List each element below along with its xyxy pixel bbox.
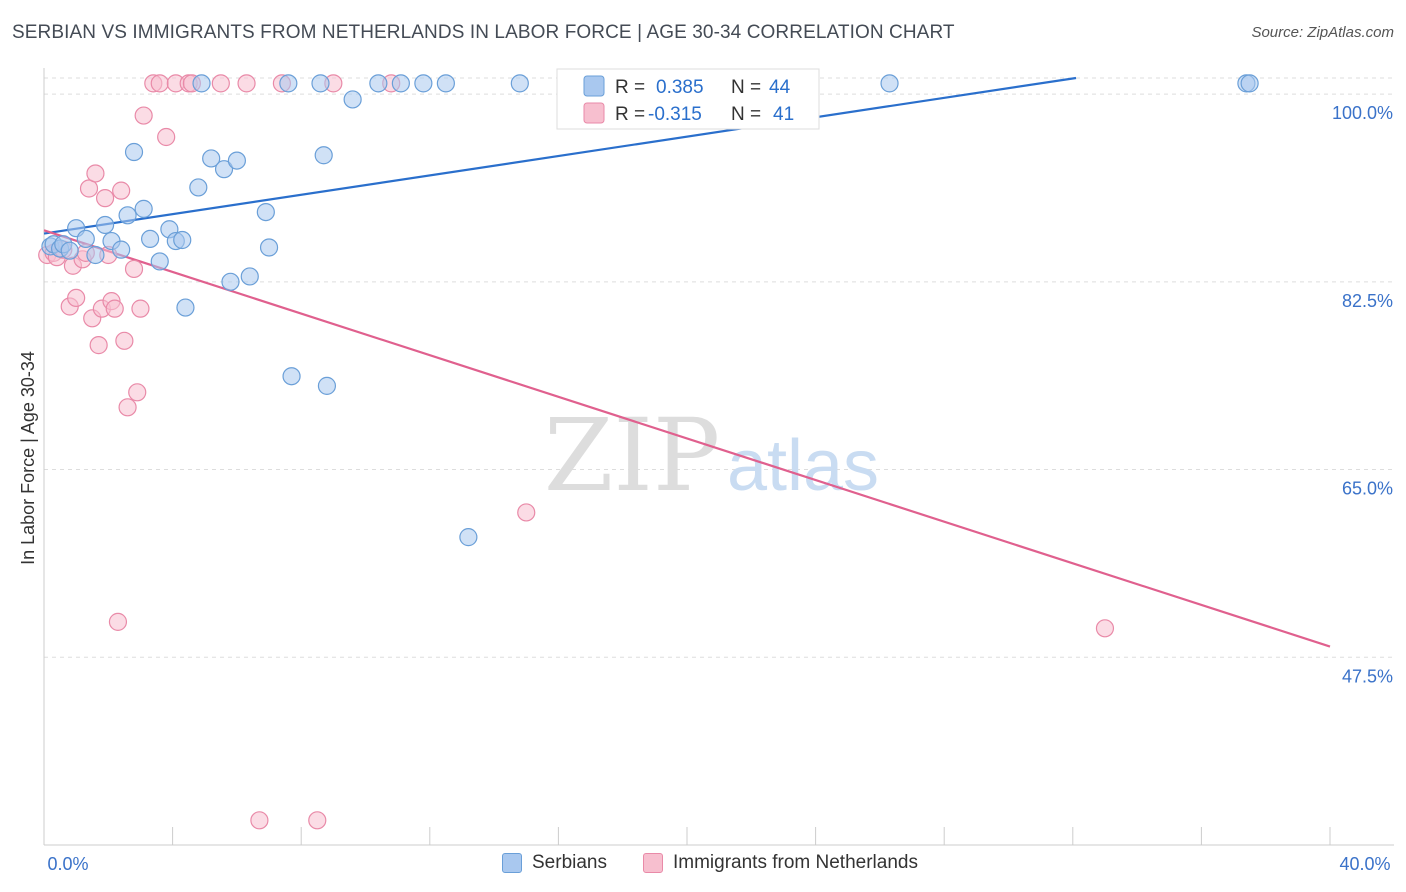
y-tick-label: 100.0%	[1332, 103, 1393, 123]
stats-n-value-serbians: 44	[769, 77, 791, 98]
axis-layer	[43, 68, 1394, 846]
y-tick-label: 82.5%	[1342, 291, 1393, 311]
grid-layer	[44, 77, 1394, 658]
data-point-netherlands[interactable]	[79, 179, 99, 198]
data-point-netherlands[interactable]	[115, 331, 134, 350]
data-point-netherlands[interactable]	[67, 288, 86, 308]
data-point-serbians[interactable]	[76, 229, 95, 249]
data-point-netherlands[interactable]	[250, 811, 269, 830]
data-point-serbians[interactable]	[112, 240, 131, 259]
data-point-serbians[interactable]	[134, 199, 153, 218]
data-point-serbians[interactable]	[124, 142, 144, 162]
watermark: ZIP atlas	[544, 397, 879, 514]
chart-title: SERBIAN VS IMMIGRANTS FROM NETHERLANDS I…	[12, 22, 955, 43]
trend-line-netherlands	[43, 229, 1331, 648]
legend-swatch-netherlands	[643, 853, 663, 873]
y-tick-label: 65.0%	[1342, 479, 1393, 499]
data-point-serbians[interactable]	[240, 267, 259, 286]
data-point-netherlands[interactable]	[89, 336, 108, 355]
chart-source: Source: ZipAtlas.com	[1251, 24, 1394, 41]
data-point-serbians[interactable]	[140, 229, 160, 249]
trend-line-serbians	[43, 76, 1077, 235]
stats-legend-swatch-netherlands	[583, 102, 605, 124]
stats-legend-swatch-serbians	[583, 75, 605, 97]
data-point-serbians[interactable]	[86, 245, 105, 265]
trend-layer	[43, 76, 1331, 648]
data-point-serbians[interactable]	[202, 149, 221, 168]
data-point-serbians[interactable]	[192, 74, 211, 93]
data-point-serbians[interactable]	[189, 178, 208, 197]
legend-item-netherlands[interactable]: Immigrants from Netherlands	[643, 852, 918, 874]
data-point-netherlands[interactable]	[124, 259, 144, 279]
data-point-serbians[interactable]	[314, 146, 333, 165]
data-point-netherlands[interactable]	[105, 299, 124, 318]
data-point-serbians[interactable]	[227, 151, 246, 170]
x-tick-label-min: 0.0%	[47, 854, 88, 874]
data-point-netherlands[interactable]	[211, 74, 230, 93]
data-point-netherlands[interactable]	[308, 811, 327, 830]
y-axis-label: In Labor Force | Age 30-34	[18, 351, 38, 565]
data-point-netherlands[interactable]	[1095, 619, 1115, 638]
data-point-serbians[interactable]	[118, 206, 137, 225]
stats-r-value-serbians: 0.385	[656, 77, 704, 98]
tick-labels-layer: 47.5% 65.0% 82.5% 100.0%	[1332, 103, 1393, 686]
stats-r-value-netherlands: -0.315	[648, 104, 702, 125]
legend-item-serbians[interactable]: Serbians	[502, 852, 607, 874]
data-point-serbians[interactable]	[176, 298, 195, 317]
stats-n-label-netherlands: N =	[731, 104, 761, 125]
data-point-netherlands[interactable]	[157, 127, 176, 147]
data-point-serbians[interactable]	[369, 74, 388, 93]
data-point-serbians[interactable]	[60, 241, 79, 260]
stats-n-label-serbians: N =	[731, 77, 761, 98]
data-point-serbians[interactable]	[459, 528, 478, 547]
legend-label-netherlands: Immigrants from Netherlands	[673, 852, 918, 873]
data-point-serbians[interactable]	[256, 202, 275, 222]
y-tick-label: 47.5%	[1342, 666, 1393, 686]
data-point-serbians[interactable]	[510, 74, 529, 93]
data-point-serbians[interactable]	[150, 252, 169, 271]
watermark-zip: ZIP	[544, 397, 720, 514]
data-point-serbians[interactable]	[414, 74, 433, 93]
data-point-serbians[interactable]	[282, 367, 301, 386]
data-point-serbians[interactable]	[221, 272, 240, 291]
data-point-serbians[interactable]	[214, 160, 234, 179]
stats-r-label-serbians: R =	[615, 77, 645, 98]
data-point-serbians[interactable]	[436, 74, 455, 93]
data-point-serbians[interactable]	[279, 74, 298, 93]
data-point-netherlands[interactable]	[150, 74, 169, 93]
data-point-serbians[interactable]	[259, 238, 279, 257]
stats-r-label-netherlands: R =	[615, 104, 645, 125]
data-point-serbians[interactable]	[173, 230, 192, 250]
bottom-legend: Serbians Immigrants from Netherlands	[0, 850, 1406, 880]
data-point-netherlands[interactable]	[86, 164, 105, 183]
legend-swatch-serbians	[502, 853, 522, 873]
points-layer	[38, 74, 1259, 830]
data-point-netherlands[interactable]	[108, 612, 128, 631]
data-point-netherlands[interactable]	[134, 106, 153, 125]
data-point-netherlands[interactable]	[128, 383, 147, 402]
data-point-netherlands[interactable]	[95, 189, 115, 208]
data-point-serbians[interactable]	[317, 376, 337, 395]
data-point-netherlands[interactable]	[131, 299, 150, 318]
data-point-netherlands[interactable]	[112, 181, 131, 200]
data-point-serbians[interactable]	[311, 74, 330, 93]
stats-n-value-netherlands: 41	[773, 104, 794, 125]
data-point-serbians[interactable]	[343, 90, 362, 109]
data-point-serbians[interactable]	[391, 74, 410, 93]
data-point-serbians[interactable]	[95, 215, 115, 235]
data-point-netherlands[interactable]	[118, 398, 137, 417]
data-point-serbians[interactable]	[880, 74, 899, 93]
data-point-netherlands[interactable]	[237, 74, 256, 93]
legend-label-serbians: Serbians	[532, 852, 607, 873]
data-point-netherlands[interactable]	[517, 503, 536, 522]
x-tick-label-max: 40.0%	[1339, 854, 1390, 874]
stats-legend: R = 0.385 N = 44 R = -0.315 N = 41	[556, 68, 820, 130]
data-point-serbians[interactable]	[1240, 74, 1259, 93]
